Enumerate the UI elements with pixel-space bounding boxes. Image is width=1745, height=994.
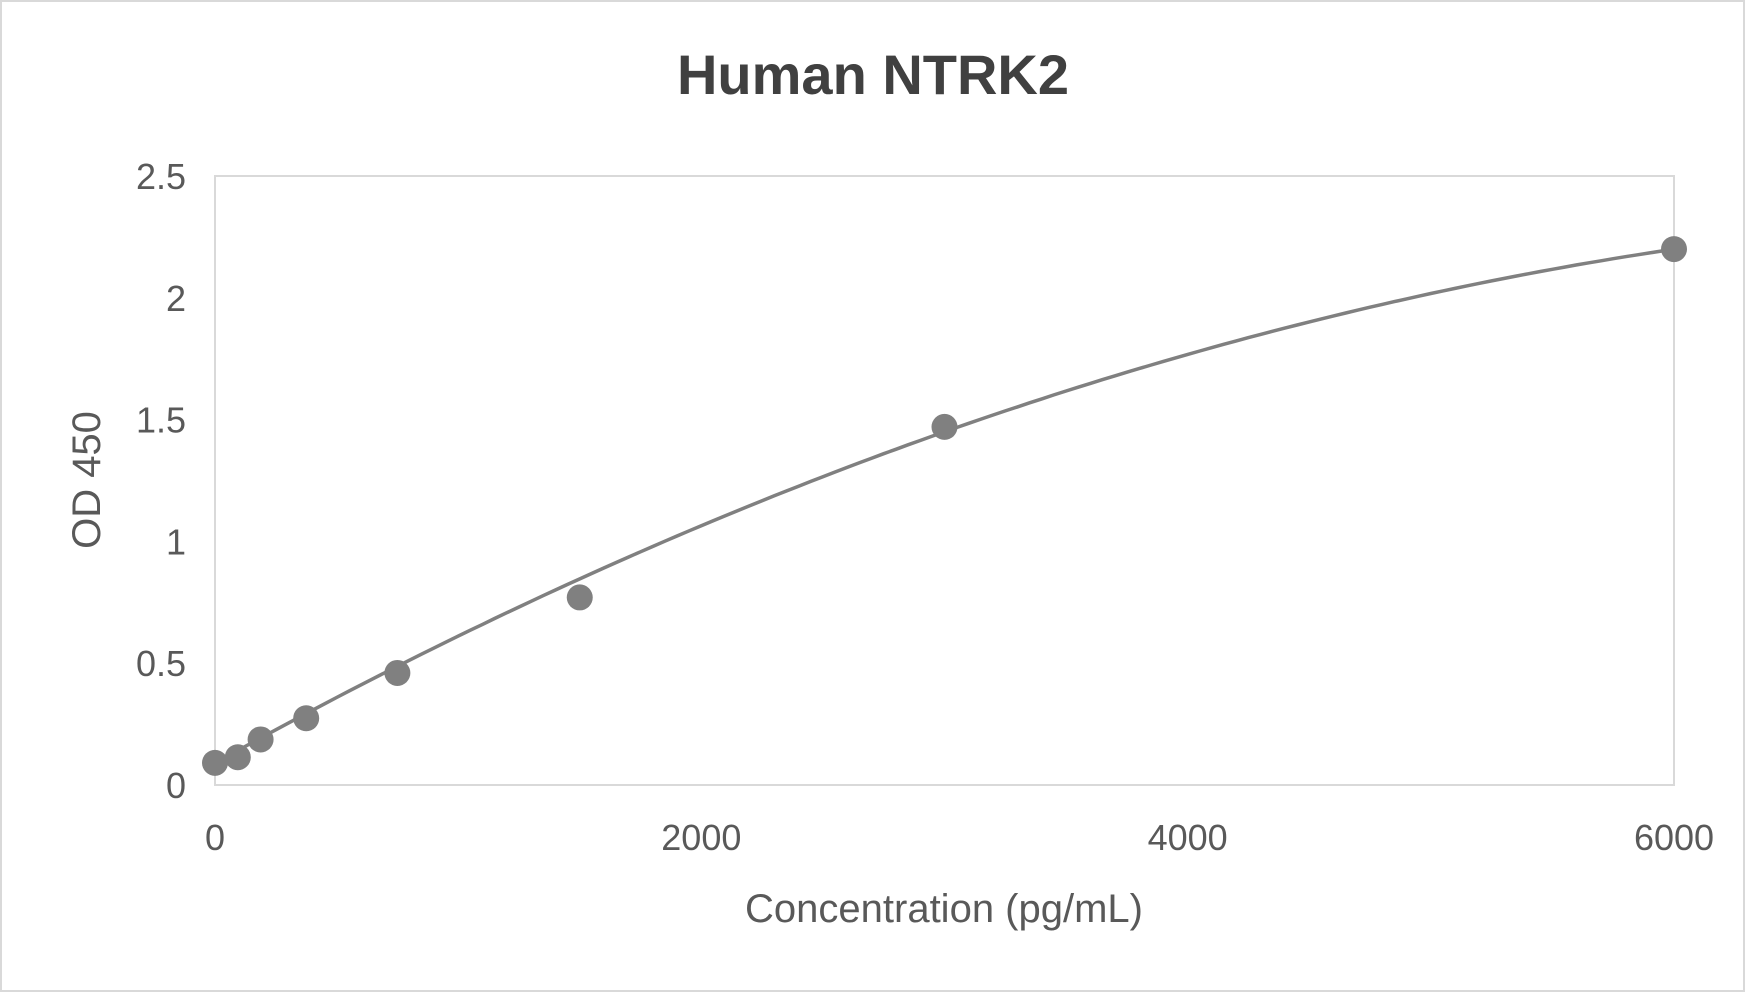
x-tick-label: 4000 (1148, 817, 1228, 858)
y-tick-label: 2.5 (136, 156, 186, 197)
y-tick-label: 1 (166, 521, 186, 562)
y-axis-label: OD 450 (65, 411, 109, 549)
y-tick-label: 1.5 (136, 400, 186, 441)
data-point (384, 659, 411, 686)
data-point (293, 705, 320, 732)
x-tick-label: 0 (205, 817, 225, 858)
data-point (931, 413, 958, 440)
data-point (202, 749, 228, 776)
plot-area (214, 175, 1675, 786)
x-tick-label: 6000 (1634, 817, 1714, 858)
data-point (224, 744, 251, 771)
chart-title: Human NTRK2 (677, 43, 1069, 106)
data-point (566, 584, 593, 611)
y-tick-label: 2 (166, 278, 186, 319)
y-tick-label: 0.5 (136, 643, 186, 684)
x-axis-label: Concentration (pg/mL) (745, 887, 1143, 931)
y-tick-label: 0 (166, 765, 186, 806)
x-tick-label: 2000 (661, 817, 741, 858)
data-point (247, 726, 274, 753)
data-point (1661, 236, 1687, 263)
